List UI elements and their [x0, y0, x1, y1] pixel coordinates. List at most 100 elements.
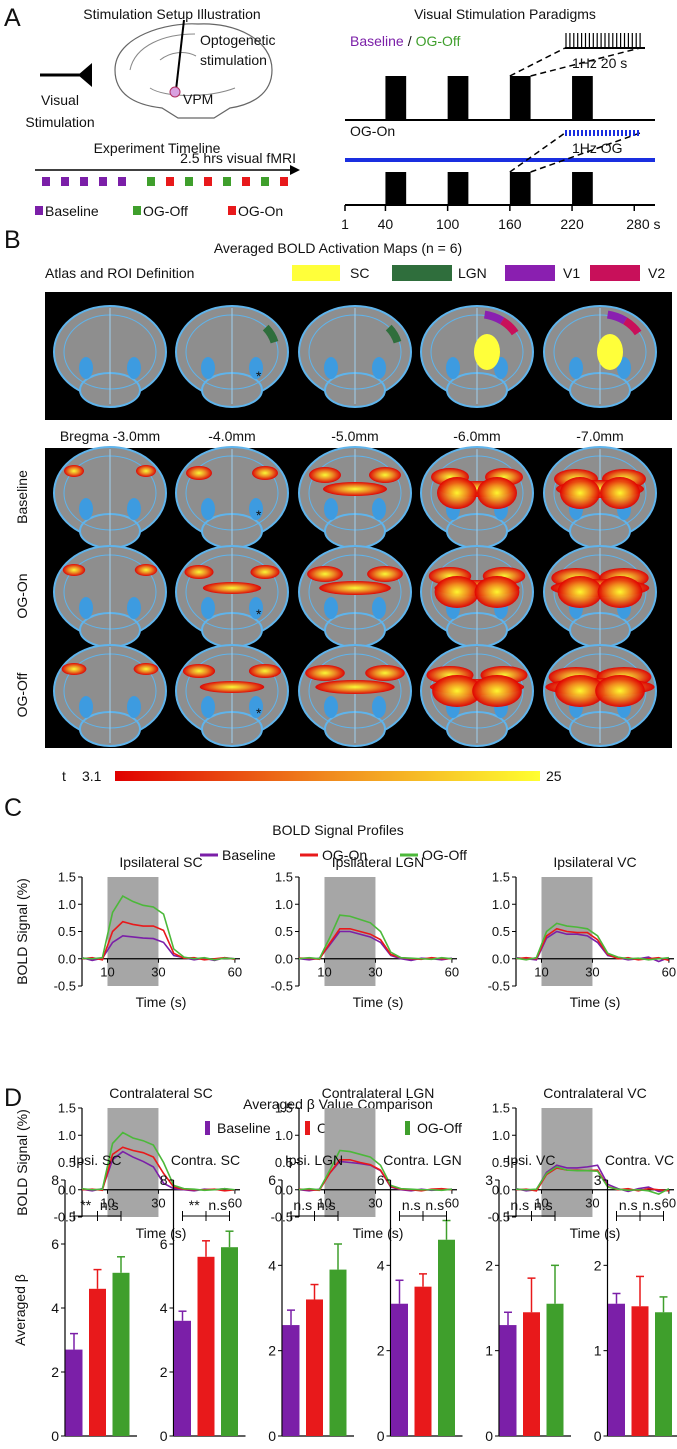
y-tick-label: 0.0 — [492, 951, 510, 966]
activation — [477, 477, 517, 509]
ventricle — [201, 597, 215, 619]
y-tick-label: -0.5 — [54, 979, 76, 994]
y-tick-label: 0 — [594, 1428, 602, 1444]
marker: * — [256, 368, 262, 384]
activation — [305, 665, 345, 681]
chart-title: Contralateral SC — [109, 1085, 213, 1101]
session-block — [242, 177, 250, 186]
bar — [89, 1288, 106, 1436]
session-block — [61, 177, 69, 186]
chart-title: Ipsi. LGN — [285, 1152, 343, 1168]
brain-sketch-detail — [129, 33, 236, 96]
colorbar-min: 3.1 — [82, 768, 102, 784]
y-tick-label: 2 — [160, 1364, 168, 1380]
significance-label: n.s — [534, 1197, 553, 1213]
ventricle — [201, 696, 215, 718]
legend-label: OG-Off — [143, 203, 188, 219]
roi — [606, 310, 628, 325]
ventricle — [372, 498, 386, 520]
roi — [623, 317, 642, 336]
activation — [367, 566, 403, 582]
bar — [197, 1256, 215, 1436]
roi-swatch — [505, 265, 555, 281]
roi — [483, 310, 505, 325]
legend-label: OG-Off — [417, 1120, 462, 1136]
ventricle — [249, 357, 263, 379]
activation — [202, 582, 262, 594]
activation — [309, 467, 341, 483]
bar — [112, 1272, 130, 1436]
y-tick-label: 1.5 — [492, 870, 510, 885]
heading: Atlas and ROI Definition — [45, 265, 194, 281]
marker: * — [256, 606, 262, 622]
y-tick-label: 1 — [594, 1343, 602, 1359]
activation — [182, 664, 216, 678]
y-tick-label: 0 — [268, 1428, 276, 1444]
bar — [438, 1239, 455, 1436]
bar — [499, 1325, 517, 1436]
chart-title: Contralateral VC — [543, 1085, 647, 1101]
x-tick-label: 10 — [100, 1195, 114, 1210]
annotation: 2.5 hrs visual fMRI — [180, 150, 296, 166]
series-line — [81, 1131, 235, 1192]
bar — [546, 1303, 564, 1436]
bregma-label: -5.0mm — [331, 428, 378, 444]
y-tick-label: 0.5 — [275, 924, 293, 939]
bar — [391, 1303, 408, 1436]
y-tick-label: 1.0 — [58, 897, 76, 912]
ventricle — [324, 597, 338, 619]
light-source-head — [78, 63, 92, 87]
activation — [248, 664, 282, 678]
roi-label: LGN — [458, 265, 487, 281]
roi-swatch — [590, 265, 640, 281]
ventricle — [372, 357, 386, 379]
activation — [307, 566, 343, 582]
bar — [174, 1320, 191, 1436]
activation — [597, 576, 643, 608]
legend-swatch — [133, 206, 141, 215]
session-block — [223, 177, 231, 186]
bar — [655, 1312, 672, 1436]
session-block — [42, 177, 50, 186]
y-tick-label: 2 — [268, 1343, 276, 1359]
activation — [61, 663, 87, 675]
x-tick-label: 10 — [534, 1195, 548, 1210]
ventricle — [446, 357, 460, 379]
bar — [414, 1286, 432, 1436]
session-block — [166, 177, 174, 186]
ventricle — [79, 498, 93, 520]
bar — [608, 1303, 625, 1436]
x-tick-label: 30 — [368, 1195, 382, 1210]
x-tick-label: 60 — [228, 1195, 242, 1210]
activation — [184, 565, 214, 579]
x-tick-label: 10 — [317, 1195, 331, 1210]
stimulus-block — [509, 172, 531, 205]
ventricle — [324, 696, 338, 718]
y-tick-label: 6 — [51, 1236, 59, 1252]
annotation: 1Hz 20 s — [572, 55, 627, 71]
bregma-label: -7.0mm — [576, 428, 623, 444]
activation — [315, 680, 395, 694]
legend-swatch — [228, 206, 236, 215]
y-tick-label: 0.5 — [58, 924, 76, 939]
y-tick-label: 2 — [51, 1364, 59, 1380]
y-tick-label: 6 — [268, 1172, 276, 1188]
activation — [319, 581, 391, 595]
x-tick-label: 60 — [662, 1195, 676, 1210]
activation — [600, 477, 640, 509]
x-tick-label: 60 — [228, 964, 242, 979]
x-tick-label: 30 — [151, 964, 165, 979]
heading: BOLD Signal Profiles — [272, 822, 404, 838]
annotation: Visual — [41, 92, 79, 108]
ventricle — [372, 597, 386, 619]
y-tick-label: 4 — [268, 1257, 276, 1273]
x-tick-label: 30 — [585, 1195, 599, 1210]
chart-title: Contralateral LGN — [322, 1085, 435, 1101]
stimulus-block — [509, 76, 531, 120]
x-tick-label: 10 — [534, 964, 548, 979]
series-line — [515, 1165, 670, 1195]
legend-label: OG-On — [238, 203, 283, 219]
significance-label: n.s — [510, 1197, 529, 1213]
activation — [252, 466, 278, 480]
